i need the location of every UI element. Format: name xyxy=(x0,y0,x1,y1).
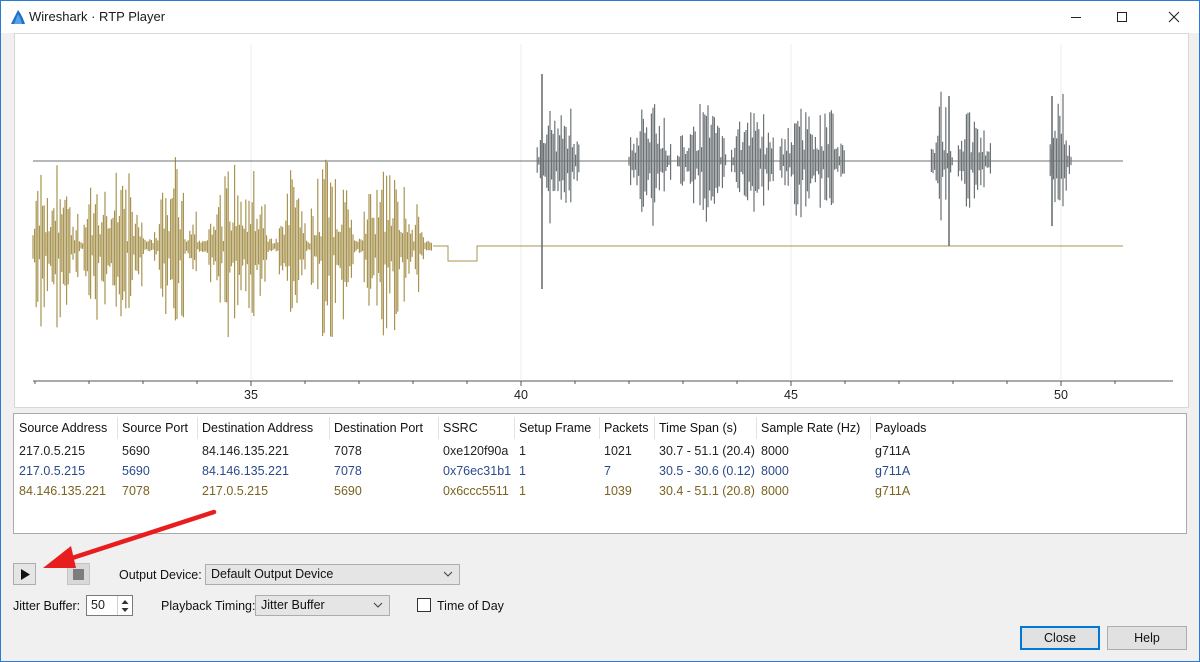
x-tick-label: 50 xyxy=(1054,388,1068,402)
cell-source-address: 217.0.5.215 xyxy=(19,464,86,478)
cell-setup-frame: 1 xyxy=(519,484,526,498)
play-button[interactable] xyxy=(13,563,36,585)
time-of-day-checkbox[interactable] xyxy=(417,598,431,612)
jitter-buffer-label: Jitter Buffer: xyxy=(13,599,81,613)
wireshark-fin-icon xyxy=(11,10,25,24)
stop-button[interactable] xyxy=(67,563,90,585)
column-header-payloads[interactable]: Payloads xyxy=(875,421,927,435)
output-device-select[interactable]: Default Output Device xyxy=(205,564,460,585)
cell-ssrc: 0xe120f90a xyxy=(443,444,509,458)
title-bar[interactable]: Wireshark · RTP Player xyxy=(1,1,1199,33)
spin-down-icon[interactable] xyxy=(118,606,132,615)
playback-timing-value: Jitter Buffer xyxy=(261,598,325,612)
x-tick-label: 40 xyxy=(514,388,528,402)
spin-up-icon[interactable] xyxy=(118,597,132,606)
waveform-reverse-stream xyxy=(33,74,1123,289)
cell-setup-frame: 1 xyxy=(519,464,526,478)
cell-destination-port: 5690 xyxy=(334,484,362,498)
cell-destination-address: 217.0.5.215 xyxy=(202,484,269,498)
column-header-source-address[interactable]: Source Address xyxy=(19,421,108,435)
chevron-down-icon xyxy=(373,602,383,608)
cell-source-port: 5690 xyxy=(122,444,150,458)
cell-sample-rate: 8000 xyxy=(761,484,789,498)
output-device-value: Default Output Device xyxy=(211,567,334,581)
jitter-buffer-stepper[interactable] xyxy=(117,596,132,615)
maximize-icon xyxy=(1117,12,1127,22)
maximize-button[interactable] xyxy=(1099,1,1145,33)
waveform-forward-stream xyxy=(32,157,1123,338)
column-header-packets[interactable]: Packets xyxy=(604,421,649,435)
table-row[interactable]: 84.146.135.221 7078 217.0.5.215 5690 0x6ccc5… xyxy=(14,482,1186,502)
cell-ssrc: 0x76ec31b1 xyxy=(443,464,512,478)
minimize-icon xyxy=(1071,17,1081,18)
table-header: Source Address Source Port Destination A… xyxy=(14,414,1186,442)
cell-payloads: g711A xyxy=(875,484,911,498)
time-axis: 35 40 45 50 xyxy=(33,380,1173,402)
cell-packets: 1021 xyxy=(604,444,632,458)
cell-destination-address: 84.146.135.221 xyxy=(202,464,289,478)
column-header-source-port[interactable]: Source Port xyxy=(122,421,189,435)
cell-destination-port: 7078 xyxy=(334,444,362,458)
window-title: Wireshark · RTP Player xyxy=(29,9,166,24)
cell-sample-rate: 8000 xyxy=(761,444,789,458)
jitter-buffer-value: 50 xyxy=(91,598,105,612)
column-header-ssrc[interactable]: SSRC xyxy=(443,421,478,435)
cell-source-address: 217.0.5.215 xyxy=(19,444,86,458)
cell-time-span: 30.5 - 30.6 (0.12) xyxy=(659,464,755,478)
output-device-label: Output Device: xyxy=(119,568,202,582)
cell-destination-address: 84.146.135.221 xyxy=(202,444,289,458)
close-button[interactable]: Close xyxy=(1020,626,1100,650)
column-header-setup-frame[interactable]: Setup Frame xyxy=(519,421,592,435)
stop-icon xyxy=(73,568,84,580)
time-of-day-label[interactable]: Time of Day xyxy=(437,599,504,613)
column-header-sample-rate[interactable]: Sample Rate (Hz) xyxy=(761,421,861,435)
cell-ssrc: 0x6ccc5511 xyxy=(443,484,509,498)
cell-packets: 7 xyxy=(604,464,611,478)
annotation-arrow xyxy=(43,509,217,568)
help-button[interactable]: Help xyxy=(1107,626,1187,650)
x-tick-label: 45 xyxy=(784,388,798,402)
cell-sample-rate: 8000 xyxy=(761,464,789,478)
table-row[interactable]: 217.0.5.215 5690 84.146.135.221 7078 0x76ec3… xyxy=(14,462,1186,482)
close-window-button[interactable] xyxy=(1151,1,1197,33)
jitter-buffer-spinbox[interactable]: 50 xyxy=(86,595,133,616)
cell-payloads: g711A xyxy=(875,464,911,478)
plot-grid xyxy=(250,44,1062,379)
cell-destination-port: 7078 xyxy=(334,464,362,478)
chevron-down-icon xyxy=(443,571,453,577)
cell-time-span: 30.7 - 51.1 (20.4) xyxy=(659,444,755,458)
close-icon xyxy=(1168,11,1180,23)
column-header-destination-address[interactable]: Destination Address xyxy=(202,421,314,435)
table-row[interactable]: 217.0.5.215 5690 84.146.135.221 7078 0xe120f… xyxy=(14,442,1186,462)
cell-packets: 1039 xyxy=(604,484,632,498)
cell-source-address: 84.146.135.221 xyxy=(19,484,106,498)
playback-timing-select[interactable]: Jitter Buffer xyxy=(255,595,390,616)
column-header-time-span[interactable]: Time Span (s) xyxy=(659,421,738,435)
waveform-canvas[interactable]: 35 40 45 50 xyxy=(15,34,1190,409)
waveform-plot[interactable]: 35 40 45 50 xyxy=(14,33,1189,408)
cell-source-port: 7078 xyxy=(122,484,150,498)
cell-time-span: 30.4 - 51.1 (20.8) xyxy=(659,484,755,498)
cell-setup-frame: 1 xyxy=(519,444,526,458)
column-header-destination-port[interactable]: Destination Port xyxy=(334,421,423,435)
playback-timing-label: Playback Timing: xyxy=(161,599,256,613)
cell-payloads: g711A xyxy=(875,444,911,458)
x-tick-label: 35 xyxy=(244,388,258,402)
minimize-button[interactable] xyxy=(1053,1,1099,33)
play-icon xyxy=(20,568,30,580)
cell-source-port: 5690 xyxy=(122,464,150,478)
